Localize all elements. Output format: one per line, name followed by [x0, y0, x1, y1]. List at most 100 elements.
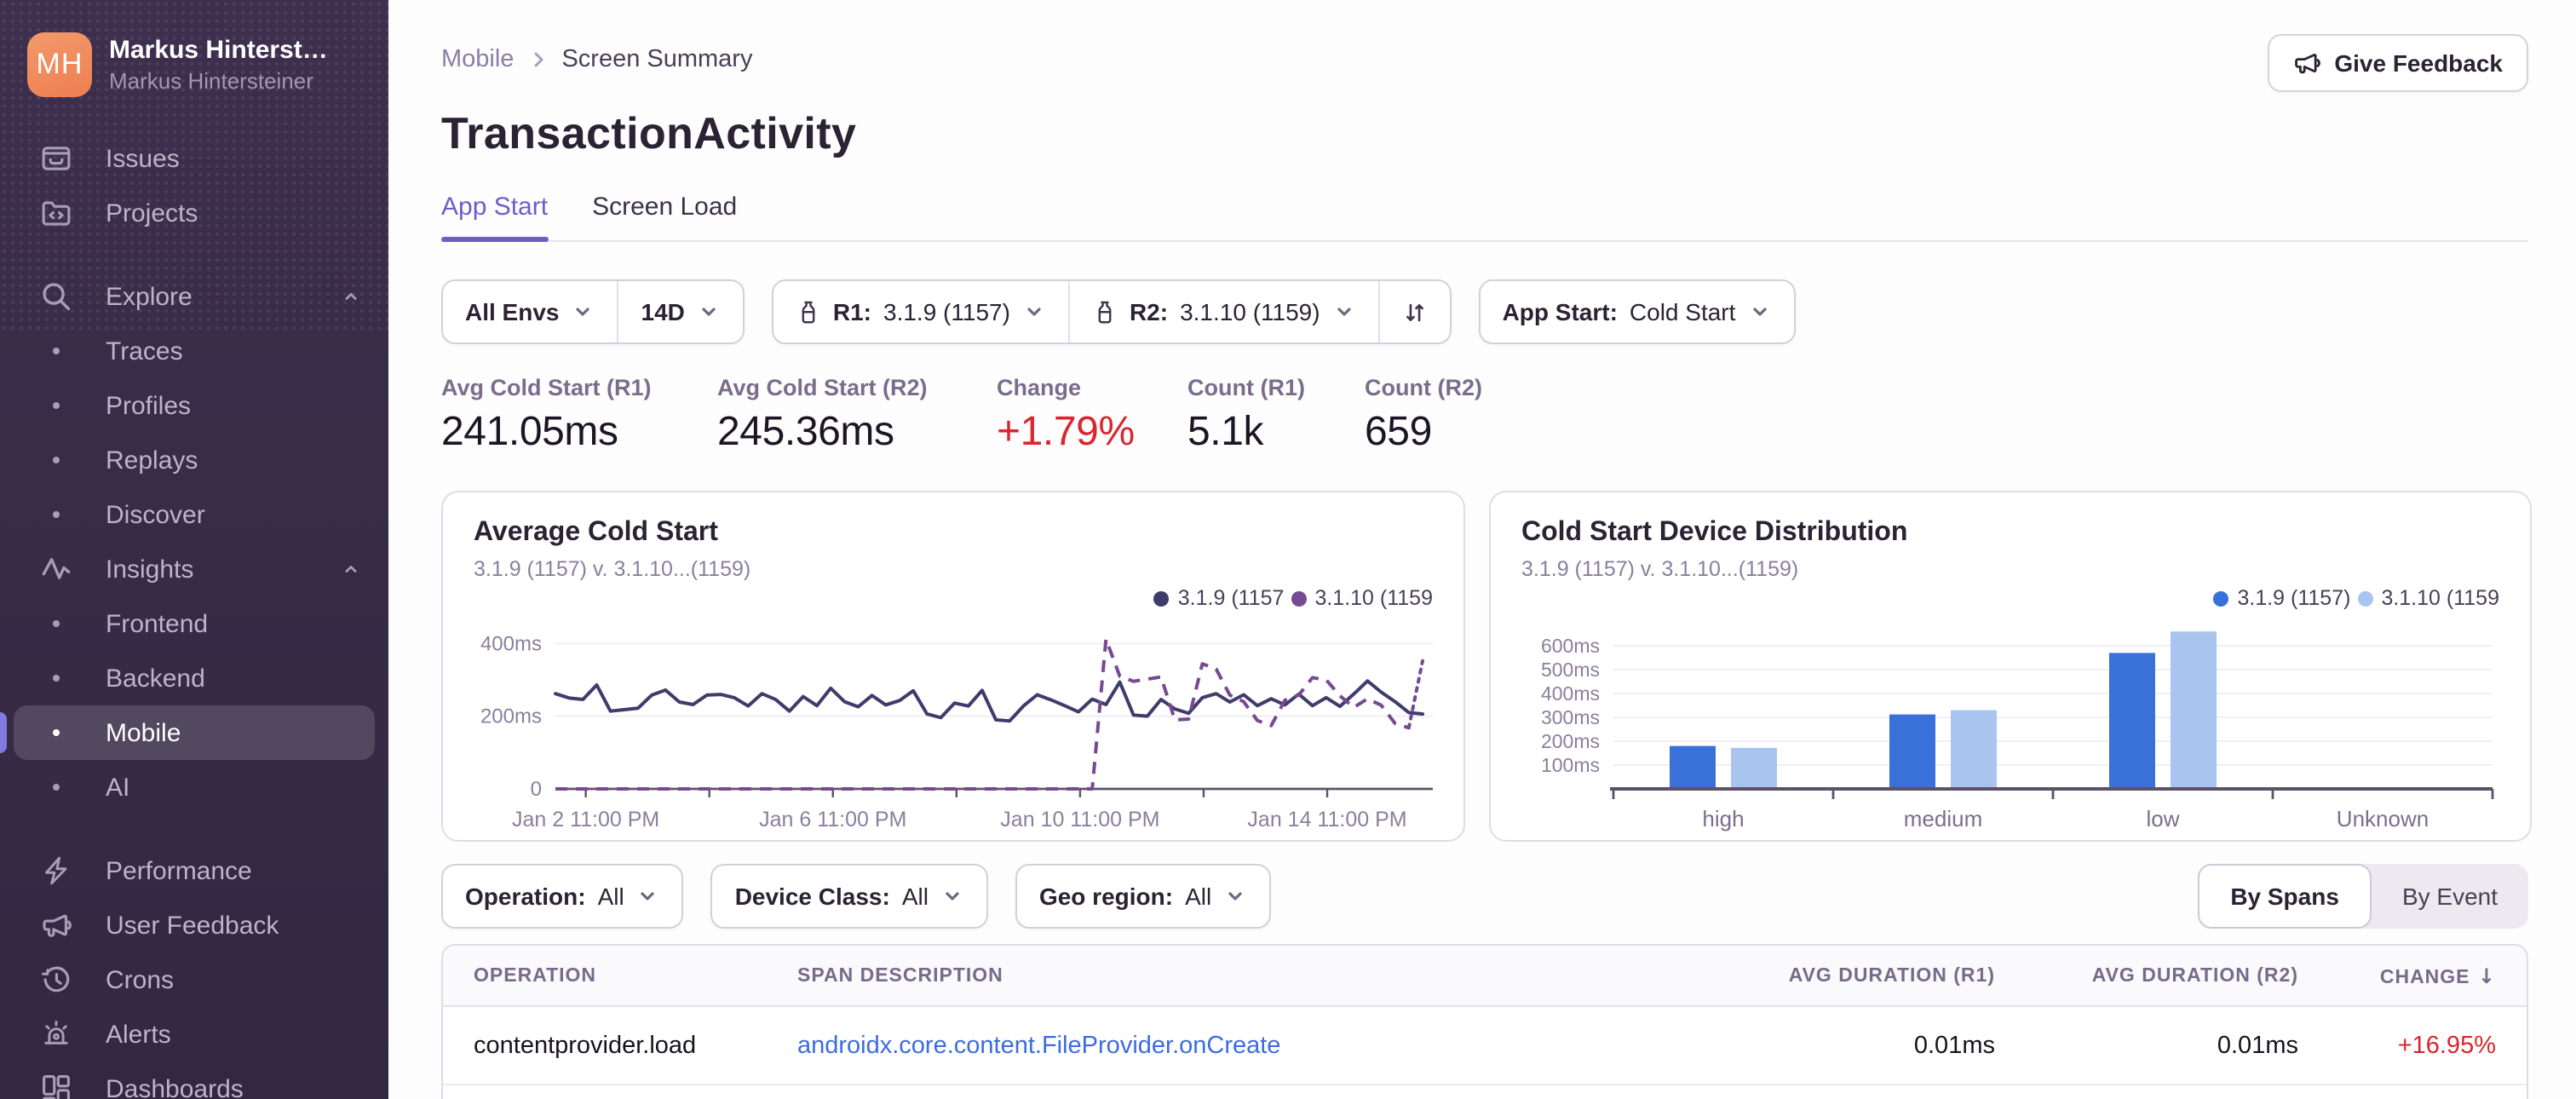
sidebar-item-label: Traces — [106, 337, 183, 365]
svg-text:Jan 14 11:00 PM: Jan 14 11:00 PM — [1247, 808, 1406, 831]
filter-group: R1: 3.1.9 (1157) R2: 3.1.10 (1159) — [771, 279, 1452, 344]
sidebar-item-insights[interactable]: Insights — [14, 542, 375, 596]
filter-operation: Operation: All — [441, 864, 684, 929]
bullet-dot — [53, 620, 60, 627]
chevron-down-icon — [572, 300, 595, 324]
sidebar-item-issues[interactable]: Issues — [14, 131, 375, 186]
filter-r2[interactable]: R2: 3.1.10 (1159) — [1067, 281, 1378, 342]
column-header-avg-duration-r1[interactable]: AVG DURATION (R1) — [1788, 965, 1995, 986]
toggle-by-event[interactable]: By Event — [2401, 883, 2498, 910]
sidebar-item-projects[interactable]: Projects — [14, 186, 375, 240]
avg-cold-start-card: Average Cold Start 3.1.9 (1157) v. 3.1.1… — [441, 491, 1465, 842]
metric-change: Change +1.79% — [997, 375, 1187, 457]
release-icon — [796, 299, 821, 325]
sidebar-item-label: Insights — [106, 555, 194, 584]
sidebar-item-traces[interactable]: Traces — [14, 324, 375, 378]
filter-trigger[interactable]: Operation: All — [443, 866, 682, 927]
span-description-link[interactable]: androidx.core.content.FileProvider.onCre… — [797, 1032, 1281, 1059]
legend-dot — [1153, 590, 1170, 606]
sidebar-item-backend[interactable]: Backend — [14, 651, 375, 705]
column-header-change[interactable]: CHANGE ↓ — [2379, 964, 2496, 987]
column-header-avg-duration-r2[interactable]: AVG DURATION (R2) — [2091, 965, 2298, 986]
sidebar-item-replays[interactable]: Replays — [14, 433, 375, 487]
sidebar-item-ai[interactable]: AI — [14, 760, 375, 814]
clock-icon — [41, 964, 72, 995]
sidebar-item-label: Backend — [106, 664, 205, 693]
filter-trigger[interactable]: Geo region: All — [1017, 866, 1269, 927]
svg-text:Unknown: Unknown — [2337, 806, 2429, 831]
user-subtitle: Markus Hintersteiner — [109, 68, 313, 94]
toggle-by-spans[interactable]: By Spans — [2198, 864, 2372, 929]
column-header-span-description[interactable]: SPAN DESCRIPTION — [797, 965, 1003, 986]
sidebar-item-crons[interactable]: Crons — [14, 952, 375, 1007]
metric-count-r2: Count (R2) 659 — [1365, 375, 1535, 457]
chart-title: Average Cold Start — [474, 518, 718, 547]
sidebar-item-explore[interactable]: Explore — [14, 269, 375, 324]
give-feedback-button[interactable]: Give Feedback — [2268, 34, 2528, 92]
chart-subtitle: 3.1.9 (1157) v. 3.1.10...(1159) — [474, 557, 751, 581]
filter-app-start[interactable]: App Start: Cold Start — [1481, 281, 1794, 342]
chevron-down-icon — [1022, 300, 1046, 324]
chevron-up-icon — [341, 286, 361, 307]
svg-text:400ms: 400ms — [480, 632, 542, 655]
sidebar-item-profiles[interactable]: Profiles — [14, 378, 375, 433]
metric-count-r1: Count (R1) 5.1k — [1187, 375, 1365, 457]
svg-text:Jan 2 11:00 PM: Jan 2 11:00 PM — [512, 808, 659, 831]
table-row: contentprovider.load androidx.core.conten… — [443, 1007, 2527, 1085]
filter-14d[interactable]: 14D — [617, 281, 743, 342]
breadcrumb-mobile[interactable]: Mobile — [441, 46, 515, 73]
megaphone-icon — [2293, 49, 2321, 77]
sidebar-item-performance[interactable]: Performance — [14, 843, 375, 898]
projects-icon — [41, 198, 72, 228]
legend-item[interactable]: 3.1.10 (1159 — [2357, 584, 2499, 612]
legend-item[interactable]: 3.1.9 (1157 — [1153, 584, 1284, 612]
filter-all-envs[interactable]: All Envs — [443, 281, 618, 342]
sidebar-item-alerts[interactable]: Alerts — [14, 1007, 375, 1062]
bullet-dot — [53, 348, 60, 354]
legend-item[interactable]: 3.1.9 (1157) — [2213, 584, 2350, 612]
sidebar: MH Markus Hinterst… Markus Hintersteiner… — [0, 0, 388, 1099]
main-content: Mobile Screen Summary Give Feedback Tran… — [388, 0, 2576, 1099]
device-distribution-card: Cold Start Device Distribution 3.1.9 (11… — [1489, 491, 2532, 842]
tab-screen-load[interactable]: Screen Load — [592, 193, 738, 222]
filter-trigger[interactable]: Device Class: All — [713, 866, 986, 927]
org-user-switcher[interactable]: MH Markus Hinterst… Markus Hintersteiner — [0, 0, 388, 114]
bullet-dot — [53, 402, 60, 409]
release-icon — [1092, 299, 1118, 325]
column-header-operation[interactable]: OPERATION — [474, 965, 597, 986]
swap-icon — [1402, 299, 1428, 325]
primary-filter-bar: All Envs 14D R1: 3.1.9 (1157) R2: 3.1.10 (115… — [441, 279, 2528, 344]
filter-r1[interactable]: R1: 3.1.9 (1157) — [773, 281, 1068, 342]
sidebar-item-frontend[interactable]: Frontend — [14, 596, 375, 651]
sidebar-item-label: Dashboards — [106, 1074, 244, 1099]
chevron-down-icon — [697, 300, 721, 324]
active-item-indicator — [0, 712, 7, 753]
tab-app-start[interactable]: App Start — [441, 193, 548, 242]
svg-text:Jan 6 11:00 PM: Jan 6 11:00 PM — [759, 808, 906, 831]
chevron-down-icon — [636, 884, 660, 908]
sidebar-item-discover[interactable]: Discover — [14, 487, 375, 542]
breadcrumb: Mobile Screen Summary — [441, 34, 752, 73]
chart-subtitle: 3.1.9 (1157) v. 3.1.10...(1159) — [1521, 557, 1799, 581]
sidebar-item-label: Alerts — [106, 1020, 171, 1049]
avg-duration-r2-cell: 0.01ms — [2217, 1032, 2298, 1059]
issues-icon — [41, 143, 72, 174]
lightning-icon — [41, 855, 72, 886]
sidebar-item-user-feedback[interactable]: User Feedback — [14, 898, 375, 952]
svg-text:300ms: 300ms — [1541, 706, 1600, 728]
table-row-partial — [443, 1085, 2527, 1099]
legend-item[interactable]: 3.1.10 (1159 — [1291, 584, 1433, 612]
sidebar-item-dashboards[interactable]: Dashboards — [14, 1062, 375, 1099]
chart-legend: 3.1.9 (1157 3.1.10 (1159 — [474, 584, 1433, 612]
chevron-right-icon — [527, 49, 548, 70]
breadcrumb-screen-summary: Screen Summary — [561, 46, 753, 73]
sidebar-item-mobile[interactable]: Mobile — [14, 705, 375, 760]
sidebar-item-label: Explore — [106, 282, 193, 311]
insights-icon — [41, 554, 72, 584]
metric-value: 659 — [1365, 409, 1432, 455]
swap-releases-button[interactable] — [1377, 281, 1450, 342]
sidebar-item-label: Profiles — [106, 391, 192, 420]
search-icon — [41, 281, 72, 312]
